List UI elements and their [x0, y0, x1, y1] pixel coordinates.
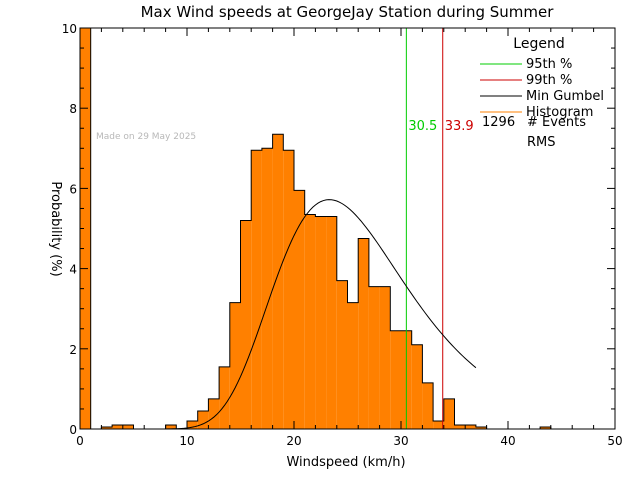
histogram-bar [240, 220, 252, 429]
histogram-bar [219, 366, 230, 429]
histogram-bar [336, 280, 348, 429]
legend-entry-label: 95th % [526, 57, 572, 72]
y-tick-label: 6 [69, 182, 77, 196]
y-tick-label: 2 [69, 343, 77, 357]
histogram-bar [251, 150, 262, 429]
y-tick-label: 0 [69, 423, 77, 437]
histogram-bar [208, 398, 220, 429]
histogram-bar [187, 420, 198, 429]
histogram-bar [272, 134, 284, 429]
histogram-bar [229, 302, 241, 429]
histogram-bar [261, 148, 273, 430]
x-tick-label: 40 [500, 434, 515, 448]
rms-label: RMS [527, 135, 556, 150]
histogram-bar [422, 382, 434, 429]
histogram-bar [101, 426, 113, 429]
histogram-bar [294, 190, 305, 429]
histogram-bar [379, 286, 391, 429]
legend-entry-label: Histogram [526, 105, 593, 120]
histogram-bar [368, 286, 380, 429]
x-tick-label: 30 [393, 434, 408, 448]
events-count: 1296 [482, 115, 515, 130]
y-tick-label: 8 [69, 102, 77, 116]
histogram-bar [197, 410, 209, 429]
threshold-label: 30.5 [408, 119, 437, 134]
axes: 0 10 20 30 40 50 0 2 4 6 8 10 [62, 22, 623, 448]
threshold-lines: 30.5 33.9 [405, 28, 474, 429]
histogram-bar [411, 344, 423, 429]
y-tick-label: 10 [62, 22, 77, 36]
histogram-bar [283, 150, 294, 429]
histogram-bar [358, 238, 369, 429]
histogram-bar [112, 424, 123, 429]
events-label: # Events [527, 115, 586, 130]
histogram-bar [304, 214, 316, 429]
threshold-label: 33.9 [445, 119, 474, 134]
histogram-bar [443, 398, 455, 429]
histogram-bar [315, 216, 327, 429]
y-axis-label: Probability (%) [48, 181, 63, 276]
x-tick-label: 20 [286, 434, 301, 448]
histogram-bar [80, 28, 91, 429]
histogram-bar [454, 424, 466, 429]
x-tick-label: 50 [607, 434, 622, 448]
x-tick-label: 10 [179, 434, 194, 448]
legend-entry-label: 99th % [526, 73, 572, 88]
y-tick-label: 4 [69, 263, 77, 277]
histogram-bar [540, 426, 551, 429]
watermark: Made on 29 May 2025 [96, 132, 196, 142]
x-tick-label: 0 [76, 434, 84, 448]
x-axis-label: Windspeed (km/h) [286, 455, 405, 470]
histogram-bar [433, 420, 444, 429]
histogram-bar [475, 426, 487, 429]
histogram-bars [79, 27, 552, 430]
histogram-bar [122, 424, 134, 429]
chart-title: Max Wind speeds at GeorgeJay Station dur… [141, 3, 555, 21]
legend-title: Legend [513, 36, 564, 52]
legend-entry-label: Min Gumbel [526, 89, 604, 104]
histogram-bar [347, 302, 359, 429]
histogram-bar [390, 330, 401, 429]
histogram-bar [326, 216, 337, 429]
histogram-bar [165, 424, 177, 429]
histogram-bar [465, 424, 476, 429]
